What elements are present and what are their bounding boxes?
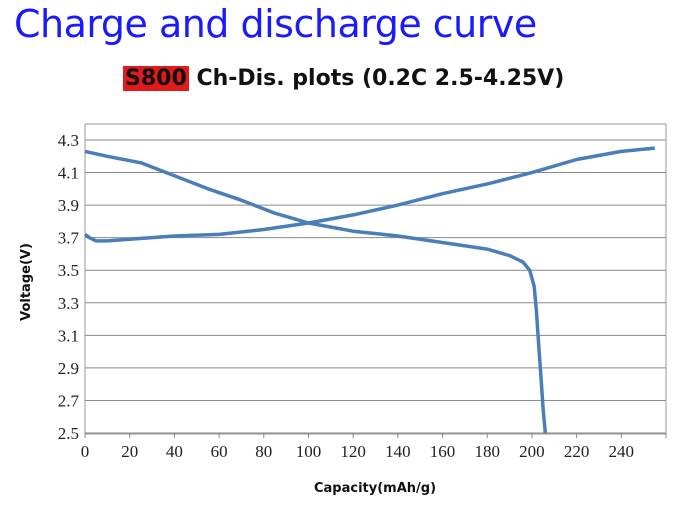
y-tick-label: 2.5 — [58, 424, 79, 443]
x-axis-label: Capacity(mAh/g) — [314, 481, 436, 496]
chart-subtitle: S800 Ch-Dis. plots (0.2C 2.5-4.25V) — [123, 66, 564, 91]
x-tick-label: 100 — [296, 442, 322, 461]
model-highlight: S800 — [123, 66, 189, 91]
x-tick-label: 160 — [430, 442, 456, 461]
discharge-curve — [84, 149, 548, 434]
y-tick-label: 4.3 — [58, 131, 79, 150]
x-tick-label: 140 — [385, 442, 411, 461]
y-tick-label: 3.3 — [58, 294, 79, 313]
y-tick-label: 4.1 — [58, 164, 79, 183]
x-tick-label: 220 — [564, 442, 590, 461]
y-tick-label: 3.7 — [58, 229, 80, 248]
y-tick-label: 3.5 — [58, 261, 79, 280]
y-axis-label: Voltage(V) — [19, 243, 34, 321]
y-tick-label: 3.9 — [58, 196, 79, 215]
plot-frame — [84, 123, 667, 435]
x-tick-label: 200 — [519, 442, 545, 461]
y-tick-label: 2.7 — [58, 391, 80, 410]
x-tick-label: 80 — [255, 442, 272, 461]
y-tick-label: 3.1 — [58, 326, 79, 345]
charge-curve — [83, 146, 655, 243]
x-tick-label: 240 — [609, 442, 635, 461]
x-tick-label: 20 — [121, 442, 138, 461]
x-tick-label: 0 — [81, 442, 90, 461]
y-tick-label: 2.9 — [58, 359, 79, 378]
page-title: Charge and discharge curve — [14, 2, 537, 46]
x-tick-label: 180 — [474, 442, 500, 461]
subtitle-text: Ch-Dis. plots (0.2C 2.5-4.25V) — [188, 66, 565, 91]
x-tick-label: 60 — [211, 442, 228, 461]
x-tick-label: 40 — [166, 442, 183, 461]
x-tick-label: 120 — [340, 442, 366, 461]
